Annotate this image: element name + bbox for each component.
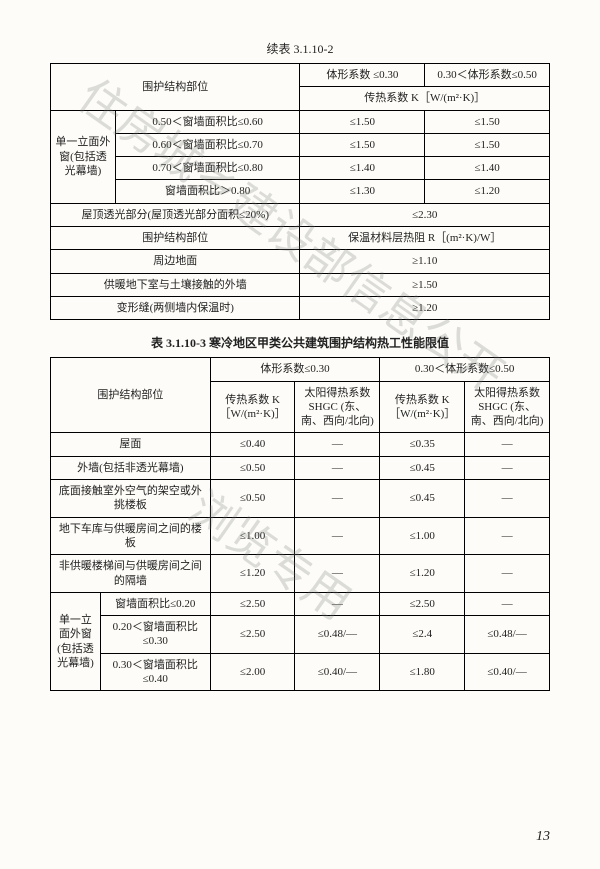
page-number: 13	[536, 829, 550, 845]
cell: 围护结构部位	[51, 227, 300, 250]
cell: —	[465, 592, 550, 615]
cell: 供暖地下室与土壤接触的外墙	[51, 273, 300, 296]
cell: —	[465, 456, 550, 479]
t1-h-col2: 0.30＜体形系数≤0.50	[425, 64, 550, 87]
cell: ≤0.40/—	[295, 653, 380, 691]
table1-caption: 续表 3.1.10-2	[50, 40, 550, 57]
cell: —	[295, 456, 380, 479]
cell: 0.30＜窗墙面积比≤0.40	[100, 653, 210, 691]
t2-h-g1: 体形系数≤0.30	[210, 358, 380, 381]
cell: ≤1.40	[300, 157, 425, 180]
t2-h-k1: 传热系数 K ［W/(m²·K)］	[210, 381, 295, 433]
cell: ≤2.30	[300, 203, 550, 226]
cell: 外墙(包括非透光幕墙)	[51, 456, 211, 479]
cell: ≤1.20	[380, 555, 465, 593]
cell: 0.70＜窗墙面积比≤0.80	[115, 157, 300, 180]
cell: ≤1.50	[425, 133, 550, 156]
cell: ≤0.45	[380, 480, 465, 518]
cell: ≤1.00	[210, 517, 295, 555]
t2-h-part: 围护结构部位	[51, 358, 211, 433]
t2-h-s2: 太阳得热系数 SHGC (东、南、西向/北向)	[465, 381, 550, 433]
cell: ≤1.50	[300, 110, 425, 133]
cell: 窗墙面积比＞0.80	[115, 180, 300, 203]
cell: —	[295, 555, 380, 593]
cell: ≤1.00	[380, 517, 465, 555]
cell: 0.50＜窗墙面积比≤0.60	[115, 110, 300, 133]
cell: —	[295, 517, 380, 555]
cell: 地下车库与供暖房间之间的楼板	[51, 517, 211, 555]
cell: ≤2.50	[210, 616, 295, 654]
cell: 屋面	[51, 433, 211, 456]
t1-h-part: 围护结构部位	[51, 64, 300, 111]
cell: 0.60＜窗墙面积比≤0.70	[115, 133, 300, 156]
cell: ≥1.10	[300, 250, 550, 273]
cell: ≤2.50	[380, 592, 465, 615]
cell: ≤1.50	[425, 110, 550, 133]
cell: ≥1.50	[300, 273, 550, 296]
cell: ≤0.40	[210, 433, 295, 456]
cell: 周边地面	[51, 250, 300, 273]
t1-rowlabel: 单一立面外窗(包括透光幕墙)	[51, 110, 116, 203]
cell: ≤1.20	[210, 555, 295, 593]
cell: ≤1.30	[300, 180, 425, 203]
table2: 围护结构部位 体形系数≤0.30 0.30＜体形系数≤0.50 传热系数 K ［…	[50, 357, 550, 691]
t2-h-g2: 0.30＜体形系数≤0.50	[380, 358, 550, 381]
cell: 变形缝(两侧墙内保温时)	[51, 296, 300, 319]
table1: 围护结构部位 体形系数 ≤0.30 0.30＜体形系数≤0.50 传热系数 K［…	[50, 63, 550, 320]
cell: 屋顶透光部分(屋顶透光部分面积≤20%)	[51, 203, 300, 226]
cell: ≤2.00	[210, 653, 295, 691]
cell: ≤0.35	[380, 433, 465, 456]
cell: 0.20＜窗墙面积比≤0.30	[100, 616, 210, 654]
cell: ≤1.40	[425, 157, 550, 180]
cell: 保温材料层热阻 R［(m²·K)/W］	[300, 227, 550, 250]
cell: ≤1.20	[425, 180, 550, 203]
cell: ≤0.40/—	[465, 653, 550, 691]
table2-caption: 表 3.1.10-3 寒冷地区甲类公共建筑围护结构热工性能限值	[50, 334, 550, 351]
t1-h-col1: 体形系数 ≤0.30	[300, 64, 425, 87]
cell: —	[465, 480, 550, 518]
cell: ≤1.50	[300, 133, 425, 156]
cell: ≤0.50	[210, 480, 295, 518]
cell: 窗墙面积比≤0.20	[100, 592, 210, 615]
cell: ≤1.80	[380, 653, 465, 691]
cell: ≤0.50	[210, 456, 295, 479]
t2-rowlabel: 单一立面外窗(包括透光幕墙)	[51, 592, 101, 690]
cell: ≤2.50	[210, 592, 295, 615]
cell: —	[465, 433, 550, 456]
cell: ≤2.4	[380, 616, 465, 654]
t2-h-s1: 太阳得热系数 SHGC (东、南、西向/北向)	[295, 381, 380, 433]
cell: ≥1.20	[300, 296, 550, 319]
t2-h-k2: 传热系数 K ［W/(m²·K)］	[380, 381, 465, 433]
cell: —	[295, 433, 380, 456]
cell: ≤0.48/—	[465, 616, 550, 654]
t1-h-sub: 传热系数 K［W/(m²·K)］	[300, 87, 550, 110]
cell: ≤0.45	[380, 456, 465, 479]
cell: —	[295, 480, 380, 518]
cell: —	[465, 555, 550, 593]
cell: —	[465, 517, 550, 555]
cell: ≤0.48/—	[295, 616, 380, 654]
cell: —	[295, 592, 380, 615]
cell: 底面接触室外空气的架空或外挑楼板	[51, 480, 211, 518]
cell: 非供暖楼梯间与供暖房间之间的隔墙	[51, 555, 211, 593]
